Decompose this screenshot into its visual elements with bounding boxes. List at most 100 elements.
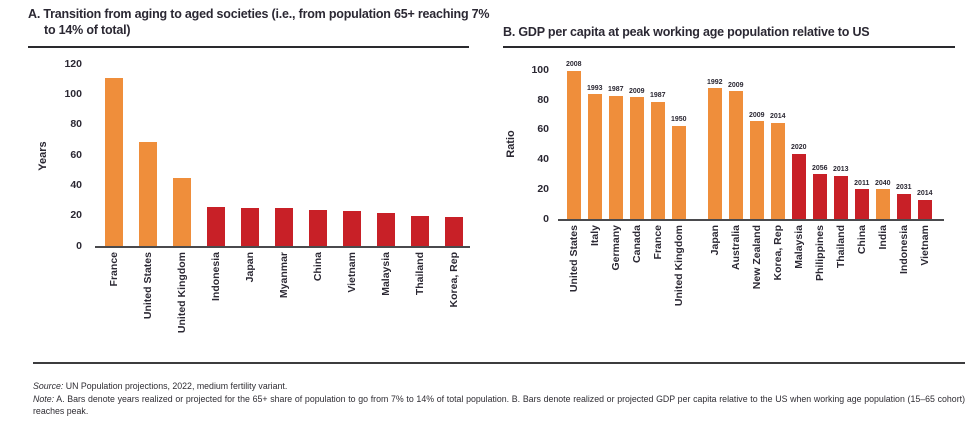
bar-united-states [139, 141, 157, 246]
x-label-japan: Japan [708, 225, 721, 256]
x-label-philippines: Philippines [813, 225, 826, 282]
bar-united-kingdom [672, 125, 686, 219]
y-tick-a-80: 80 [70, 118, 82, 131]
source-label: Source: [33, 380, 64, 391]
bar-china [309, 209, 327, 246]
bar-myanmar [275, 208, 293, 246]
bar-malaysia [792, 153, 806, 219]
bar-united-states [567, 70, 581, 219]
source-text: UN Population projections, 2022, medium … [63, 380, 288, 391]
x-label-vietnam: Vietnam [346, 252, 358, 293]
x-label-new-zealand: New Zealand [750, 225, 763, 290]
chart-a-title: A. Transition from aging to aged societi… [28, 7, 490, 37]
bar-korea-rep [445, 217, 463, 246]
bar-china [855, 189, 869, 219]
x-label-india: India [876, 225, 889, 250]
x-label-germany: Germany [609, 225, 622, 271]
year-label-vietnam: 2014 [916, 190, 933, 198]
note-text: A. Bars denote years realized or project… [33, 393, 965, 417]
x-label-japan: Japan [244, 252, 256, 283]
y-tick-b-40: 40 [537, 153, 549, 166]
bar-vietnam [343, 211, 361, 246]
x-label-thailand: Thailand [414, 252, 426, 296]
x-label-australia: Australia [729, 225, 742, 270]
bar-france [651, 101, 665, 219]
year-label-new-zealand: 2009 [748, 111, 765, 119]
bar-malaysia [377, 212, 395, 246]
year-label-china: 2011 [854, 179, 870, 187]
bar-vietnam [918, 199, 932, 219]
year-label-philippines: 2056 [811, 164, 828, 172]
year-label-korea-rep: 2014 [769, 113, 786, 121]
year-label-italy: 1993 [586, 84, 603, 92]
x-label-france: France [108, 252, 120, 287]
bar-france [105, 77, 123, 246]
x-label-france: France [651, 225, 664, 260]
x-label-malaysia: Malaysia [792, 225, 805, 269]
y-tick-a-20: 20 [70, 209, 82, 222]
y-axis-title-b: Ratio [505, 130, 517, 158]
x-label-indonesia: Indonesia [210, 252, 222, 302]
x-label-korea-rep: Korea, Rep [448, 252, 460, 308]
bar-germany [609, 95, 623, 219]
bar-korea-rep [771, 122, 785, 219]
year-label-malaysia: 2020 [790, 144, 807, 152]
year-label-japan: 1992 [706, 78, 723, 86]
y-tick-b-80: 80 [537, 93, 549, 106]
bar-indonesia [207, 206, 225, 246]
bar-canada [630, 97, 644, 219]
bar-japan [241, 208, 259, 246]
y-axis-title-a: Years [37, 141, 49, 171]
x-label-united-kingdom: United Kingdom [672, 225, 685, 307]
note-label: Note: [33, 393, 55, 404]
bar-japan [708, 88, 722, 219]
y-tick-a-40: 40 [70, 178, 82, 191]
source-line: Source: UN Population projections, 2022,… [33, 380, 965, 393]
year-label-united-kingdom: 1950 [670, 116, 687, 123]
y-tick-b-20: 20 [537, 182, 549, 195]
x-label-canada: Canada [630, 225, 643, 263]
note-line: Note: A. Bars denote years realized or p… [33, 393, 965, 418]
year-label-thailand: 2013 [832, 166, 849, 174]
bar-thailand [834, 175, 848, 219]
footer-rule [33, 362, 965, 364]
bar-italy [588, 94, 602, 219]
bar-thailand [411, 215, 429, 246]
y-tick-a-120: 120 [64, 57, 82, 70]
x-label-korea-rep: Korea, Rep [771, 225, 784, 281]
chart-b-title: B. GDP per capita at peak working age po… [503, 25, 870, 39]
chart-a-title-rule [28, 46, 469, 48]
y-tick-a-100: 100 [64, 88, 82, 101]
x-label-united-kingdom: United Kingdom [176, 252, 188, 334]
x-label-indonesia: Indonesia [897, 225, 910, 275]
x-label-thailand: Thailand [834, 225, 847, 269]
x-label-malaysia: Malaysia [380, 252, 392, 296]
year-label-indonesia: 2031 [895, 184, 912, 192]
x-axis-line-b [558, 219, 944, 221]
x-label-united-states: United States [567, 225, 580, 293]
bar-australia [729, 91, 743, 219]
bar-new-zealand [750, 121, 764, 219]
x-label-united-states: United States [142, 252, 154, 320]
chart-b-title-rule [503, 46, 955, 48]
bar-india [876, 189, 890, 219]
year-label-germany: 1987 [607, 86, 624, 94]
x-label-italy: Italy [588, 225, 601, 247]
year-label-france: 1987 [649, 92, 666, 100]
year-label-united-states: 2008 [565, 61, 582, 69]
y-tick-b-0: 0 [543, 212, 549, 225]
y-tick-b-60: 60 [537, 123, 549, 136]
y-tick-b-100: 100 [531, 64, 549, 77]
bar-philippines [813, 174, 827, 219]
x-label-china: China [312, 252, 324, 282]
y-tick-a-60: 60 [70, 148, 82, 161]
year-label-india: 2040 [874, 179, 891, 187]
x-label-china: China [855, 225, 868, 255]
x-axis-line-a [95, 246, 470, 248]
year-label-canada: 2009 [628, 87, 645, 95]
x-label-myanmar: Myanmar [278, 252, 290, 299]
bar-indonesia [897, 193, 911, 219]
x-label-vietnam: Vietnam [918, 225, 931, 266]
